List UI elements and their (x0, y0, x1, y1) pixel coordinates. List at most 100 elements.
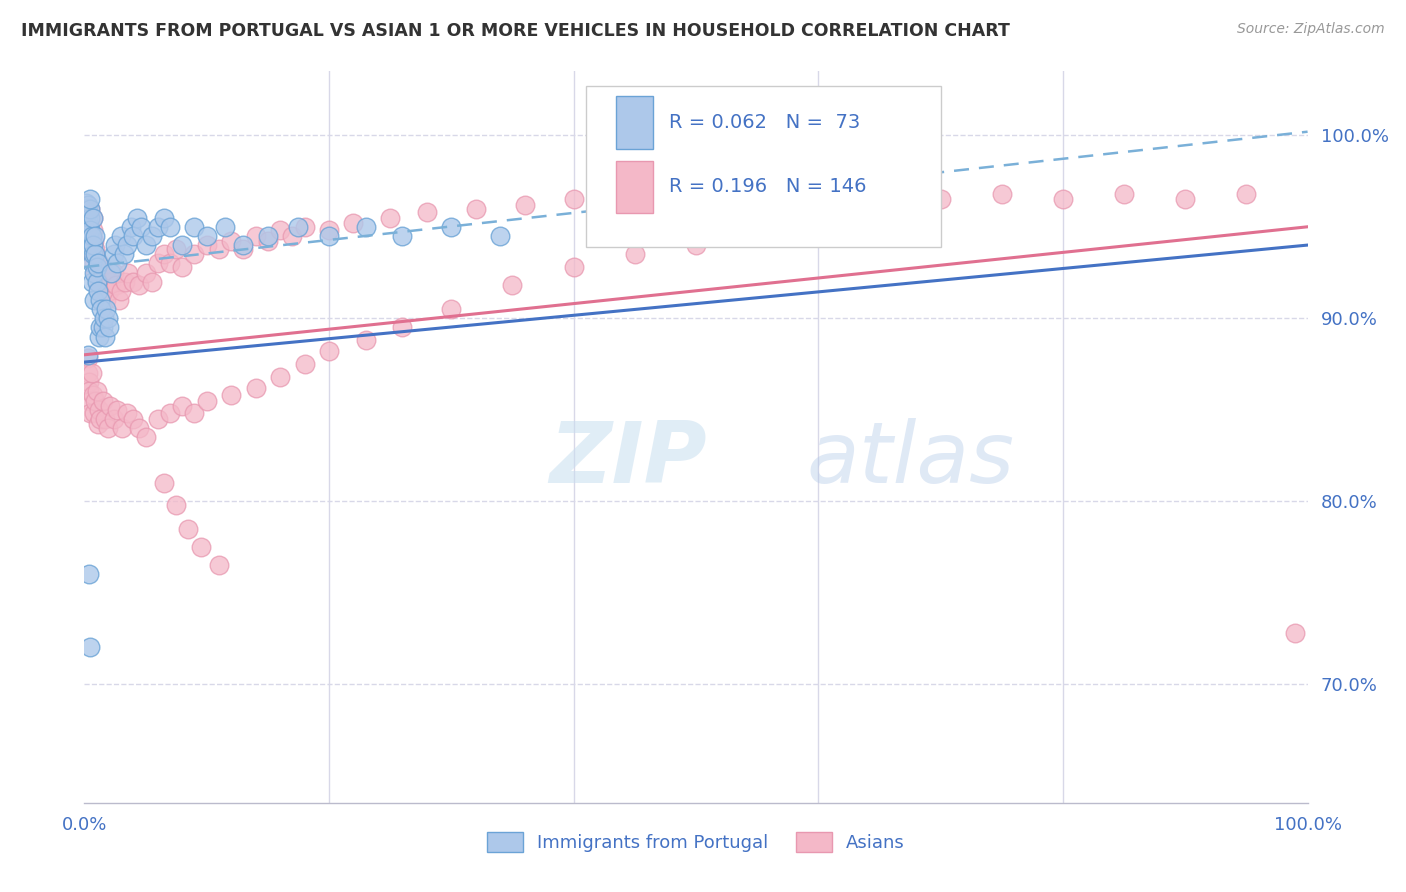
Point (83, 293, 105, 307)
Point (94, 329, 117, 343)
Point (98, 399, 121, 413)
Point (115, 406, 138, 420)
Point (80, 256, 103, 270)
Legend: Immigrants from Portugal, Asians: Immigrants from Portugal, Asians (479, 824, 912, 860)
Point (82, 211, 104, 225)
Point (105, 256, 128, 270)
Point (83, 235, 105, 249)
Point (172, 238, 194, 252)
Point (208, 558, 231, 573)
Point (269, 369, 291, 384)
Point (195, 238, 218, 252)
Point (1114, 186, 1136, 201)
Text: ZIP: ZIP (550, 417, 707, 500)
Point (97, 275, 120, 289)
Point (159, 219, 181, 234)
Point (83, 256, 105, 270)
Point (84, 242, 107, 256)
Point (128, 278, 150, 293)
Point (183, 219, 205, 234)
Point (128, 421, 150, 435)
Point (75, 202, 97, 216)
Point (183, 406, 205, 420)
Point (82, 223, 104, 237)
Point (354, 333, 377, 347)
Point (758, 192, 780, 206)
Point (489, 228, 512, 243)
Point (807, 219, 830, 234)
Point (146, 219, 169, 234)
Point (79, 640, 101, 655)
Point (79, 211, 101, 225)
Point (84, 393, 107, 408)
Point (87, 417, 110, 432)
Point (281, 228, 304, 243)
Point (87, 284, 110, 298)
Point (219, 235, 242, 249)
Point (75, 211, 97, 225)
Point (87, 329, 110, 343)
Point (1284, 625, 1306, 640)
Point (232, 238, 254, 252)
Point (146, 256, 169, 270)
Point (97, 421, 120, 435)
Point (257, 228, 280, 243)
Point (114, 275, 136, 289)
Point (93, 265, 115, 279)
Point (269, 223, 291, 237)
Point (172, 399, 194, 413)
Point (76, 223, 98, 237)
Point (100, 275, 122, 289)
Point (1052, 192, 1074, 206)
Point (159, 256, 181, 270)
Point (82, 211, 104, 225)
Point (103, 247, 125, 261)
Point (177, 521, 200, 535)
Point (991, 186, 1014, 201)
Point (104, 238, 127, 252)
Point (342, 216, 364, 230)
Point (89, 411, 111, 425)
Point (100, 265, 122, 279)
Point (89, 265, 111, 279)
Point (76, 216, 98, 230)
Point (257, 235, 280, 249)
Point (125, 211, 148, 225)
Point (84, 265, 107, 279)
Point (318, 344, 340, 359)
Point (661, 192, 683, 206)
Point (79, 192, 101, 206)
Point (87, 402, 110, 417)
Point (146, 411, 169, 425)
Point (153, 211, 176, 225)
Point (79, 202, 101, 216)
Point (165, 242, 187, 256)
Point (75, 196, 97, 211)
Point (80, 275, 103, 289)
Point (153, 475, 176, 490)
Point (89, 293, 111, 307)
Point (91, 275, 114, 289)
Point (391, 320, 413, 334)
Point (172, 260, 194, 274)
Point (103, 265, 125, 279)
Point (929, 192, 952, 206)
Point (77, 375, 100, 389)
Point (75, 202, 97, 216)
Point (79, 242, 101, 256)
Text: atlas: atlas (806, 417, 1014, 500)
Point (86, 275, 108, 289)
Point (77, 219, 100, 234)
Point (141, 275, 163, 289)
Point (77, 205, 100, 219)
Point (1174, 192, 1197, 206)
Point (685, 238, 707, 252)
Point (91, 393, 114, 408)
Point (76, 205, 98, 219)
Point (79, 211, 101, 225)
Point (94, 278, 117, 293)
Point (77, 235, 100, 249)
Point (77, 238, 100, 252)
Point (869, 192, 891, 206)
Point (245, 228, 267, 243)
